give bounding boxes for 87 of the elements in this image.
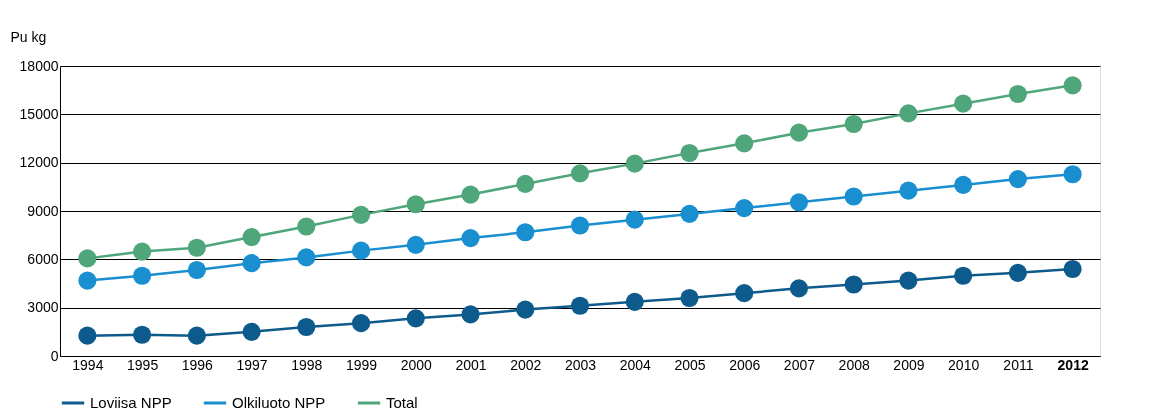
point xyxy=(78,326,97,345)
x-tick-label: 1997 xyxy=(236,356,268,373)
y-tick-label: 0 xyxy=(50,347,59,364)
point xyxy=(570,216,590,235)
point xyxy=(351,241,371,260)
point xyxy=(187,326,206,345)
point xyxy=(954,94,973,113)
point xyxy=(461,185,480,204)
point xyxy=(406,235,425,254)
point xyxy=(242,322,261,341)
legend-label: Olkiluoto NPP xyxy=(232,394,326,411)
point xyxy=(954,175,973,194)
y-tick-label: 18000 xyxy=(19,57,59,74)
point xyxy=(570,296,590,315)
x-tick-label: 2000 xyxy=(400,356,433,373)
legend-label: Loviisa NPP xyxy=(90,394,172,411)
point xyxy=(242,228,261,247)
point xyxy=(461,305,480,324)
point xyxy=(625,292,644,311)
point xyxy=(954,266,973,285)
point xyxy=(461,229,480,248)
x-tick-label: 2010 xyxy=(948,356,980,373)
point xyxy=(899,271,918,290)
x-tick-label: 2001 xyxy=(455,356,487,373)
x-tick-label: 2002 xyxy=(510,356,542,373)
x-tick-label: 2004 xyxy=(619,356,652,373)
y-tick-label: 15000 xyxy=(19,105,59,122)
legend-label: Total xyxy=(386,394,418,411)
point xyxy=(1008,263,1027,282)
point xyxy=(789,279,809,298)
point xyxy=(297,317,316,337)
point xyxy=(789,193,809,212)
point xyxy=(844,114,863,134)
point xyxy=(133,266,152,285)
point xyxy=(625,154,644,173)
point xyxy=(1063,259,1082,279)
point xyxy=(133,325,152,344)
point xyxy=(735,199,754,218)
x-tick-label: 1994 xyxy=(72,356,104,373)
point xyxy=(1063,76,1082,95)
point xyxy=(297,217,316,236)
y-tick-label: 9000 xyxy=(27,202,59,219)
point xyxy=(187,260,206,280)
point xyxy=(351,205,371,224)
point xyxy=(735,134,754,153)
x-tick-label: 2006 xyxy=(729,356,761,373)
x-tick-label: 1999 xyxy=(345,356,378,373)
y-tick-label: 3000 xyxy=(27,299,59,316)
point xyxy=(625,210,644,229)
x-tick-label: 2007 xyxy=(783,356,816,373)
point xyxy=(1008,170,1027,189)
point xyxy=(297,248,316,267)
point xyxy=(899,181,918,200)
x-tick-label: 2012 xyxy=(1057,356,1089,373)
point xyxy=(844,187,863,206)
x-tick-label: 2005 xyxy=(674,356,706,373)
y-axis-title: Pu kg xyxy=(10,28,47,45)
x-tick-label: 2003 xyxy=(564,356,597,373)
x-tick-label: 2009 xyxy=(893,356,925,373)
point xyxy=(844,275,863,294)
point xyxy=(680,288,699,308)
point xyxy=(78,271,97,290)
x-tick-label: 1998 xyxy=(291,356,323,373)
x-tick-label: 2008 xyxy=(838,356,870,373)
point xyxy=(516,223,535,242)
point xyxy=(242,254,261,273)
point xyxy=(516,300,535,319)
y-tick-label: 6000 xyxy=(27,250,59,267)
point xyxy=(899,104,918,123)
x-tick-label: 1996 xyxy=(181,356,214,373)
point xyxy=(789,123,809,142)
y-tick-label: 12000 xyxy=(19,154,59,171)
point xyxy=(406,195,425,214)
point xyxy=(1063,165,1082,184)
point xyxy=(187,238,206,257)
point xyxy=(570,164,590,183)
point xyxy=(735,284,754,303)
point xyxy=(1008,84,1027,104)
point xyxy=(406,309,425,328)
point xyxy=(133,242,152,261)
point xyxy=(680,204,699,223)
point xyxy=(78,249,97,268)
x-tick-label: 2011 xyxy=(1003,356,1034,373)
point xyxy=(516,174,535,193)
point xyxy=(351,314,371,333)
point xyxy=(680,143,699,163)
x-tick-label: 1995 xyxy=(127,356,159,373)
